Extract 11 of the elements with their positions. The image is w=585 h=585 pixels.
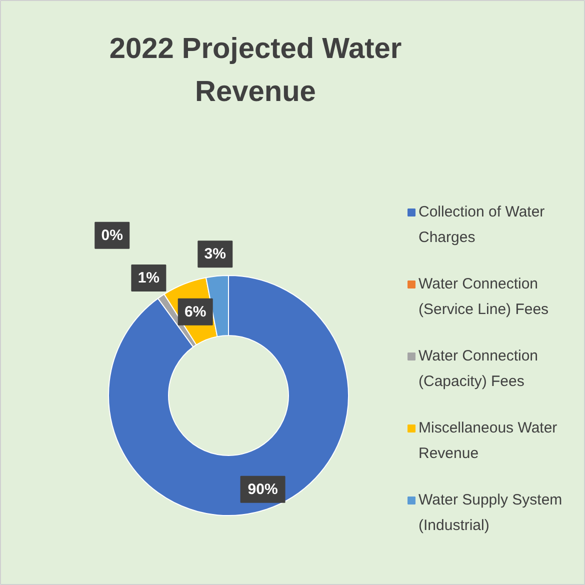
data-label: 6% <box>184 303 206 320</box>
text: 0% <box>101 226 123 244</box>
data-label: 1% <box>138 270 160 287</box>
legend-label: Collection of Water Charges <box>418 204 545 246</box>
legend-label: Water Supply System (Industrial) <box>418 492 562 534</box>
data-label: 3% <box>204 246 226 263</box>
chart-title: 2022 Projected Water Revenue <box>109 32 402 108</box>
legend-label: Water Connection (Service Line) Fees <box>418 276 549 318</box>
data-label: 90% <box>248 480 278 498</box>
legend-label: Miscellaneous Water Revenue <box>418 420 558 462</box>
legend-label: Water Connection (Capacity) Fees <box>418 348 538 390</box>
